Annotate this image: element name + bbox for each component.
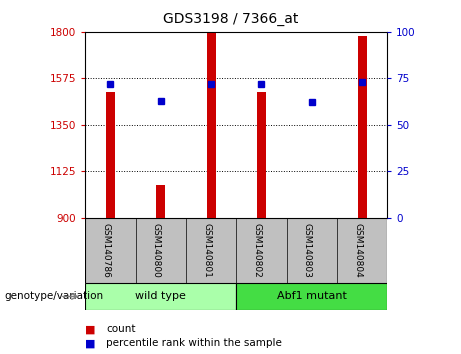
Bar (257, 92, 266, 218)
Bar (85, 283, 236, 310)
Bar (358, 36, 366, 218)
Bar (207, 33, 216, 218)
Text: GSM140801: GSM140801 (202, 223, 211, 278)
Bar (106, 92, 115, 218)
Text: GDS3198 / 7366_at: GDS3198 / 7366_at (163, 12, 298, 27)
Text: GSM140804: GSM140804 (353, 223, 362, 278)
Text: ■: ■ (85, 324, 96, 334)
Text: GSM140803: GSM140803 (303, 223, 312, 278)
Text: wild type: wild type (136, 291, 186, 302)
Text: GSM140802: GSM140802 (253, 223, 261, 278)
Text: GSM140800: GSM140800 (152, 223, 161, 278)
Text: percentile rank within the sample: percentile rank within the sample (106, 338, 282, 348)
Text: Abf1 mutant: Abf1 mutant (277, 291, 347, 302)
Bar (236, 283, 387, 310)
Bar (156, 185, 165, 218)
Text: genotype/variation: genotype/variation (5, 291, 104, 302)
Text: GSM140786: GSM140786 (101, 223, 111, 278)
Text: count: count (106, 324, 136, 334)
Text: ■: ■ (85, 338, 96, 348)
